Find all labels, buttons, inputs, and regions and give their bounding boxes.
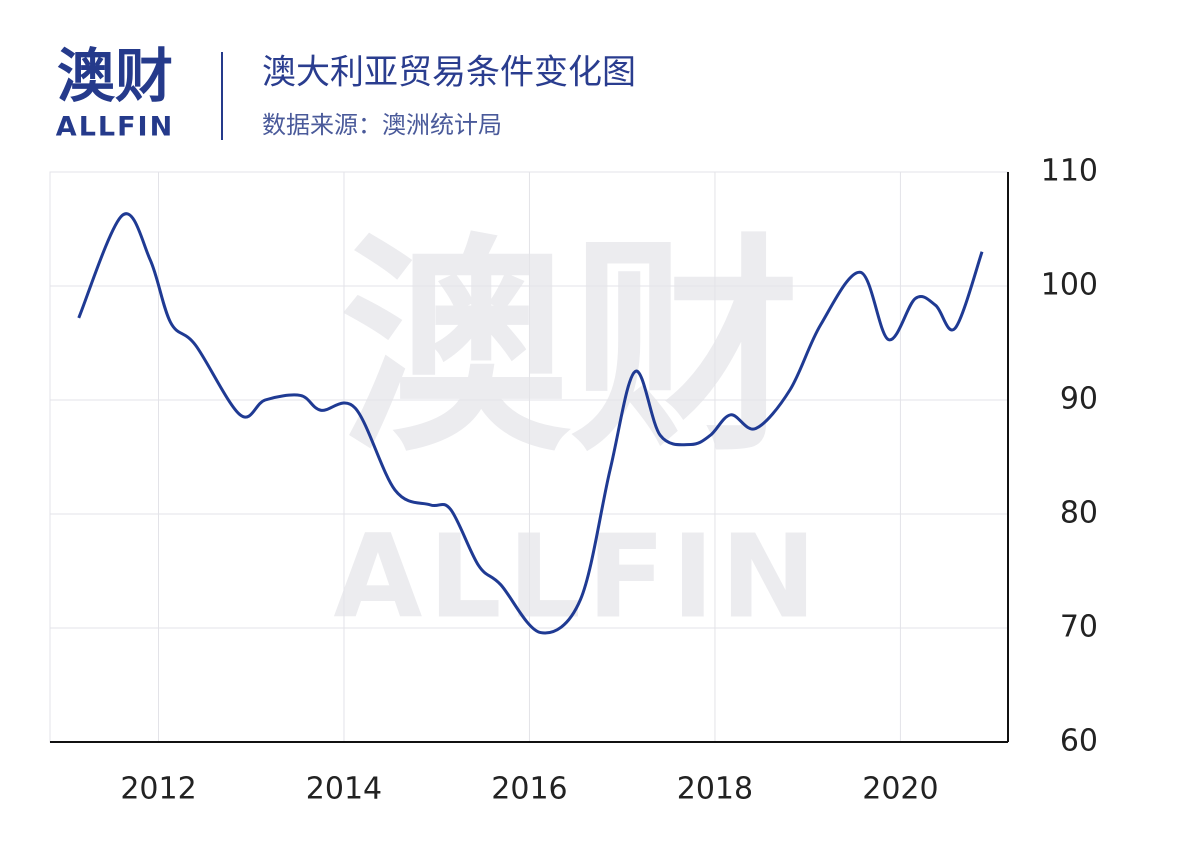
x-tick-label: 2018 bbox=[677, 772, 753, 807]
watermark-logo: 澳财 bbox=[340, 216, 800, 483]
chart: 60 70 80 90 100 110 2012 2014 2016 2018 2020 bbox=[49, 154, 1098, 807]
y-tick-label: 90 bbox=[1060, 382, 1098, 417]
watermark-brand: ALLFIN bbox=[333, 511, 822, 645]
data-line bbox=[77, 212, 984, 635]
chart-subtitle: 数据来源：澳洲统计局 bbox=[262, 111, 502, 139]
y-tick-label: 60 bbox=[1060, 724, 1098, 759]
y-tick-label: 100 bbox=[1041, 268, 1098, 303]
y-tick-label: 80 bbox=[1060, 496, 1098, 531]
y-tick-label: 110 bbox=[1041, 154, 1098, 189]
logo-brand: ALLFIN bbox=[56, 112, 174, 143]
logo-name: 澳财 bbox=[57, 42, 173, 110]
x-tick-label: 2020 bbox=[862, 772, 938, 807]
x-tick-label: 2012 bbox=[120, 772, 196, 807]
y-tick-label: 70 bbox=[1060, 610, 1098, 645]
chart-title: 澳大利亚贸易条件变化图 bbox=[262, 53, 636, 93]
x-tick-label: 2016 bbox=[491, 772, 567, 807]
x-tick-label: 2014 bbox=[306, 772, 382, 807]
